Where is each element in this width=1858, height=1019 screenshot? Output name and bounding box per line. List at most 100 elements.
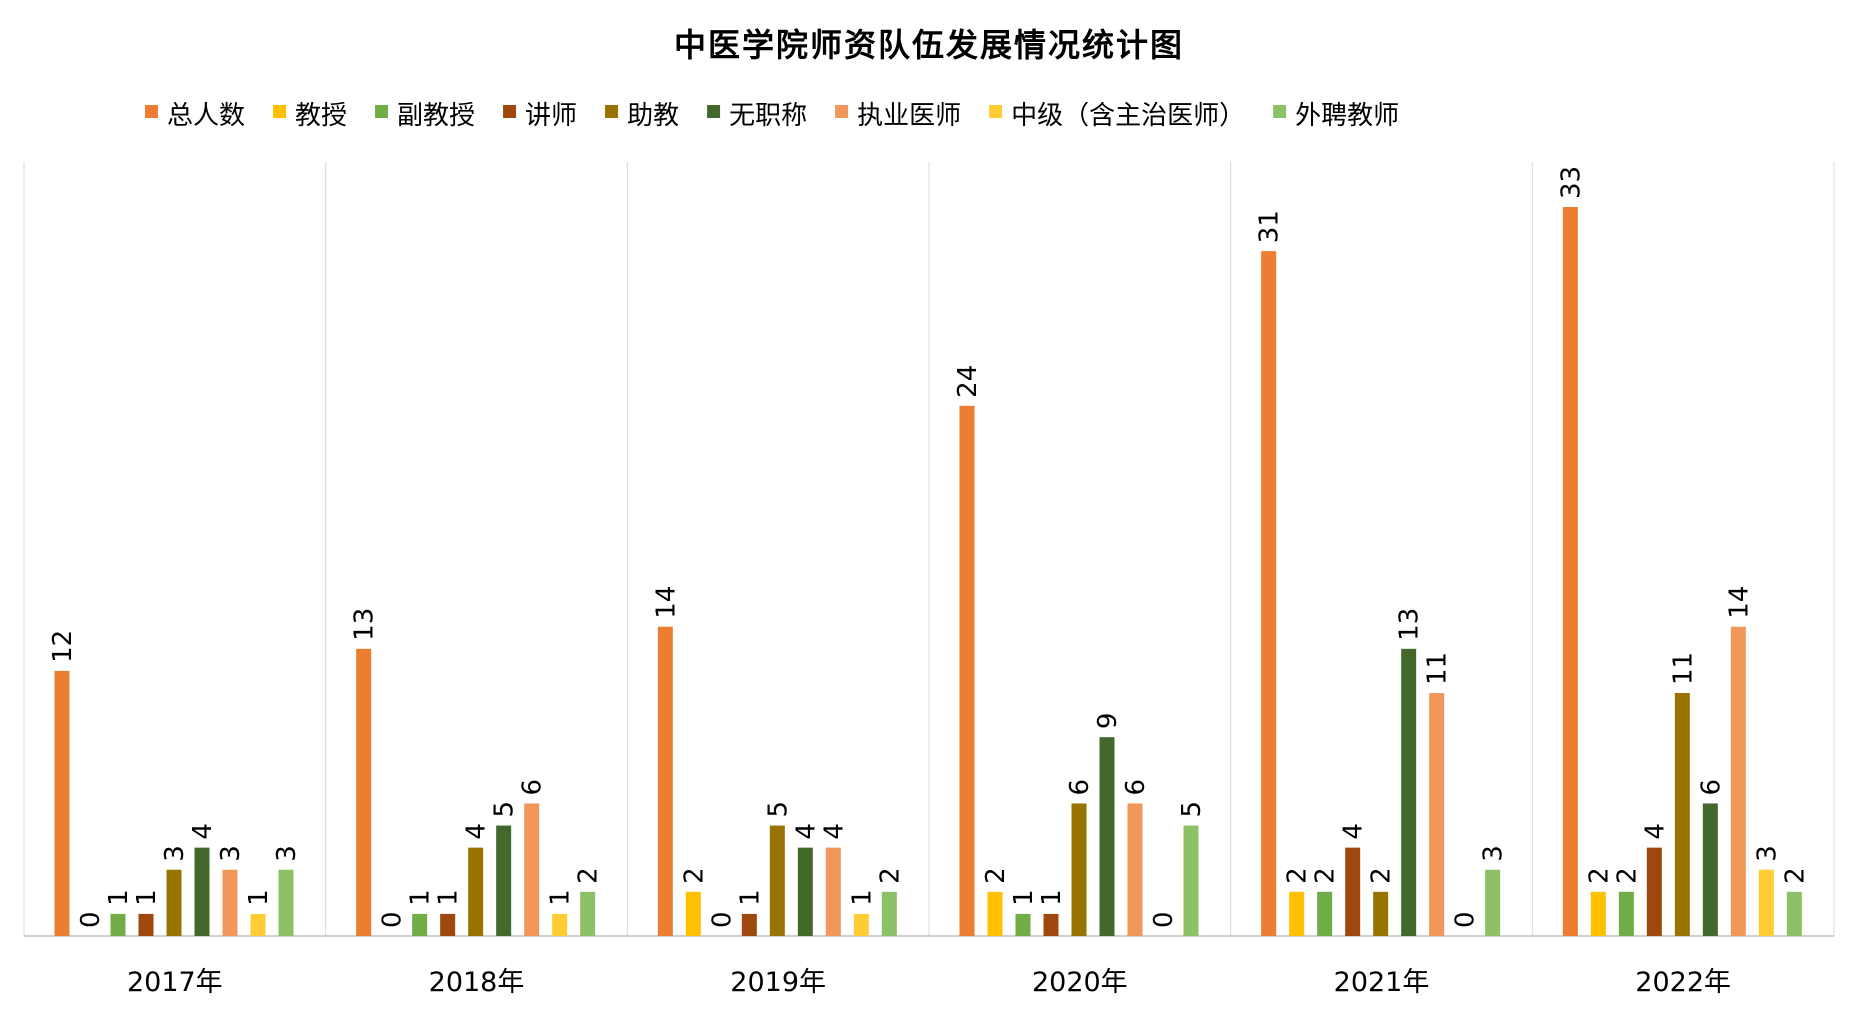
bar xyxy=(138,913,154,936)
data-label: 3 xyxy=(272,845,302,862)
data-label: 4 xyxy=(791,823,821,840)
legend: 总人数 教授 副教授 讲师 助教 无职称 执业医师 中级（含主治医师） 外聘教师 xyxy=(145,101,1399,131)
data-label: 9 xyxy=(1093,713,1123,730)
legend-item: 总人数 xyxy=(145,101,245,131)
data-label: 14 xyxy=(651,586,681,619)
data-label: 4 xyxy=(819,823,849,840)
data-label: 0 xyxy=(76,911,106,928)
bar xyxy=(685,891,701,936)
data-label: 2 xyxy=(1283,867,1313,884)
bar xyxy=(1071,803,1087,936)
legend-item: 无职称 xyxy=(707,101,807,131)
data-label: 4 xyxy=(1339,823,1369,840)
bar xyxy=(468,847,484,936)
legend-item: 副教授 xyxy=(375,101,475,131)
data-label: 1 xyxy=(1037,889,1067,906)
bar xyxy=(959,405,975,936)
bar xyxy=(412,913,428,936)
data-label: 2 xyxy=(1612,867,1642,884)
data-label: 2 xyxy=(875,867,905,884)
bar xyxy=(1127,803,1143,936)
legend-label: 助教 xyxy=(627,101,679,131)
legend-item: 执业医师 xyxy=(835,101,961,131)
bar xyxy=(741,913,757,936)
bar xyxy=(657,626,673,936)
data-label: 6 xyxy=(1121,779,1151,796)
data-label: 1 xyxy=(434,889,464,906)
legend-label: 执业医师 xyxy=(857,101,961,131)
legend-swatch xyxy=(707,105,721,118)
legend-item: 中级（含主治医师） xyxy=(989,101,1245,131)
data-label: 4 xyxy=(188,823,218,840)
bar xyxy=(54,670,70,936)
bar xyxy=(881,891,897,936)
legend-swatch xyxy=(835,105,849,118)
bar xyxy=(1618,891,1634,936)
bar xyxy=(1183,825,1199,936)
data-label: 5 xyxy=(763,801,793,818)
data-label: 0 xyxy=(1451,911,1481,928)
data-label: 0 xyxy=(378,911,408,928)
x-tick-label: 2018年 xyxy=(429,967,525,998)
data-label: 2 xyxy=(679,867,709,884)
legend-label: 副教授 xyxy=(397,101,475,131)
bar xyxy=(278,869,294,936)
data-label: 11 xyxy=(1668,652,1698,685)
data-label: 4 xyxy=(462,823,492,840)
x-tick-label: 2017年 xyxy=(127,967,223,998)
x-tick-label: 2019年 xyxy=(730,967,826,998)
data-label: 33 xyxy=(1556,166,1586,199)
legend-label: 讲师 xyxy=(525,101,577,131)
bar xyxy=(1786,891,1802,936)
bar xyxy=(1099,737,1115,936)
bar xyxy=(769,825,785,936)
bar xyxy=(1401,648,1417,936)
legend-swatch xyxy=(605,105,619,118)
data-label: 3 xyxy=(216,845,246,862)
data-label: 5 xyxy=(1177,801,1207,818)
bar xyxy=(110,913,126,936)
data-label: 2 xyxy=(1584,867,1614,884)
data-labels: 1201134313130114561214201544122421169605… xyxy=(48,166,1810,928)
data-label: 12 xyxy=(48,630,78,663)
bar xyxy=(1429,693,1445,936)
legend-label: 中级（含主治医师） xyxy=(1011,101,1245,131)
bar xyxy=(1646,847,1662,936)
data-label: 4 xyxy=(1640,823,1670,840)
data-label: 0 xyxy=(707,911,737,928)
data-label: 6 xyxy=(1065,779,1095,796)
x-tick-label: 2020年 xyxy=(1032,967,1128,998)
bar xyxy=(1562,207,1578,936)
data-label: 0 xyxy=(1149,911,1179,928)
legend-item: 助教 xyxy=(605,101,679,131)
data-label: 1 xyxy=(406,889,436,906)
legend-swatch xyxy=(273,105,287,118)
legend-label: 无职称 xyxy=(729,101,807,131)
data-label: 24 xyxy=(953,365,983,398)
legend-swatch xyxy=(1273,105,1287,118)
bar xyxy=(1674,693,1690,936)
legend-item: 讲师 xyxy=(503,101,577,131)
bar xyxy=(1730,626,1746,936)
data-label: 1 xyxy=(244,889,274,906)
bar xyxy=(552,913,568,936)
group-dividers xyxy=(23,162,1835,937)
bar xyxy=(1702,803,1718,936)
data-label: 13 xyxy=(350,608,380,641)
legend-swatch xyxy=(375,105,389,118)
bar xyxy=(1317,891,1333,936)
legend-label: 总人数 xyxy=(167,101,245,131)
data-label: 3 xyxy=(160,845,190,862)
bar xyxy=(1485,869,1501,936)
data-label: 1 xyxy=(546,889,576,906)
legend-label: 教授 xyxy=(295,101,347,131)
data-label: 1 xyxy=(132,889,162,906)
bar xyxy=(496,825,512,936)
bar xyxy=(222,869,238,936)
bar xyxy=(1373,891,1389,936)
bar xyxy=(797,847,813,936)
bar xyxy=(1015,913,1031,936)
legend-swatch xyxy=(503,105,517,118)
legend-swatch xyxy=(145,105,158,118)
bar xyxy=(853,913,869,936)
